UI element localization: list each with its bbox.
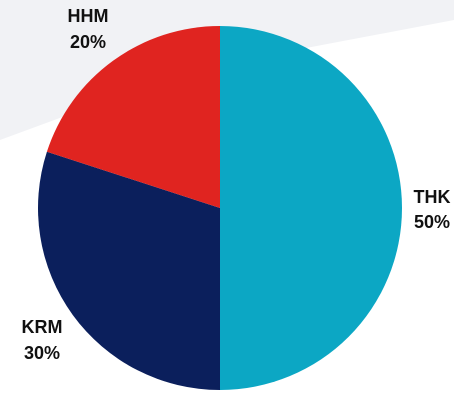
pie-slice-hhm	[46, 26, 220, 208]
slice-label-krm: KRM	[22, 317, 63, 337]
pie-slices	[38, 26, 402, 390]
background-shape	[0, 0, 454, 140]
pie-slice-thk	[220, 26, 402, 390]
slice-value-krm: 30%	[24, 343, 60, 363]
pie-slice-krm	[38, 151, 220, 390]
slice-value-thk: 50%	[414, 212, 450, 232]
slice-label-thk: THK	[414, 187, 451, 207]
slice-value-hhm: 20%	[70, 32, 106, 52]
slice-label-hhm: HHM	[68, 6, 109, 26]
